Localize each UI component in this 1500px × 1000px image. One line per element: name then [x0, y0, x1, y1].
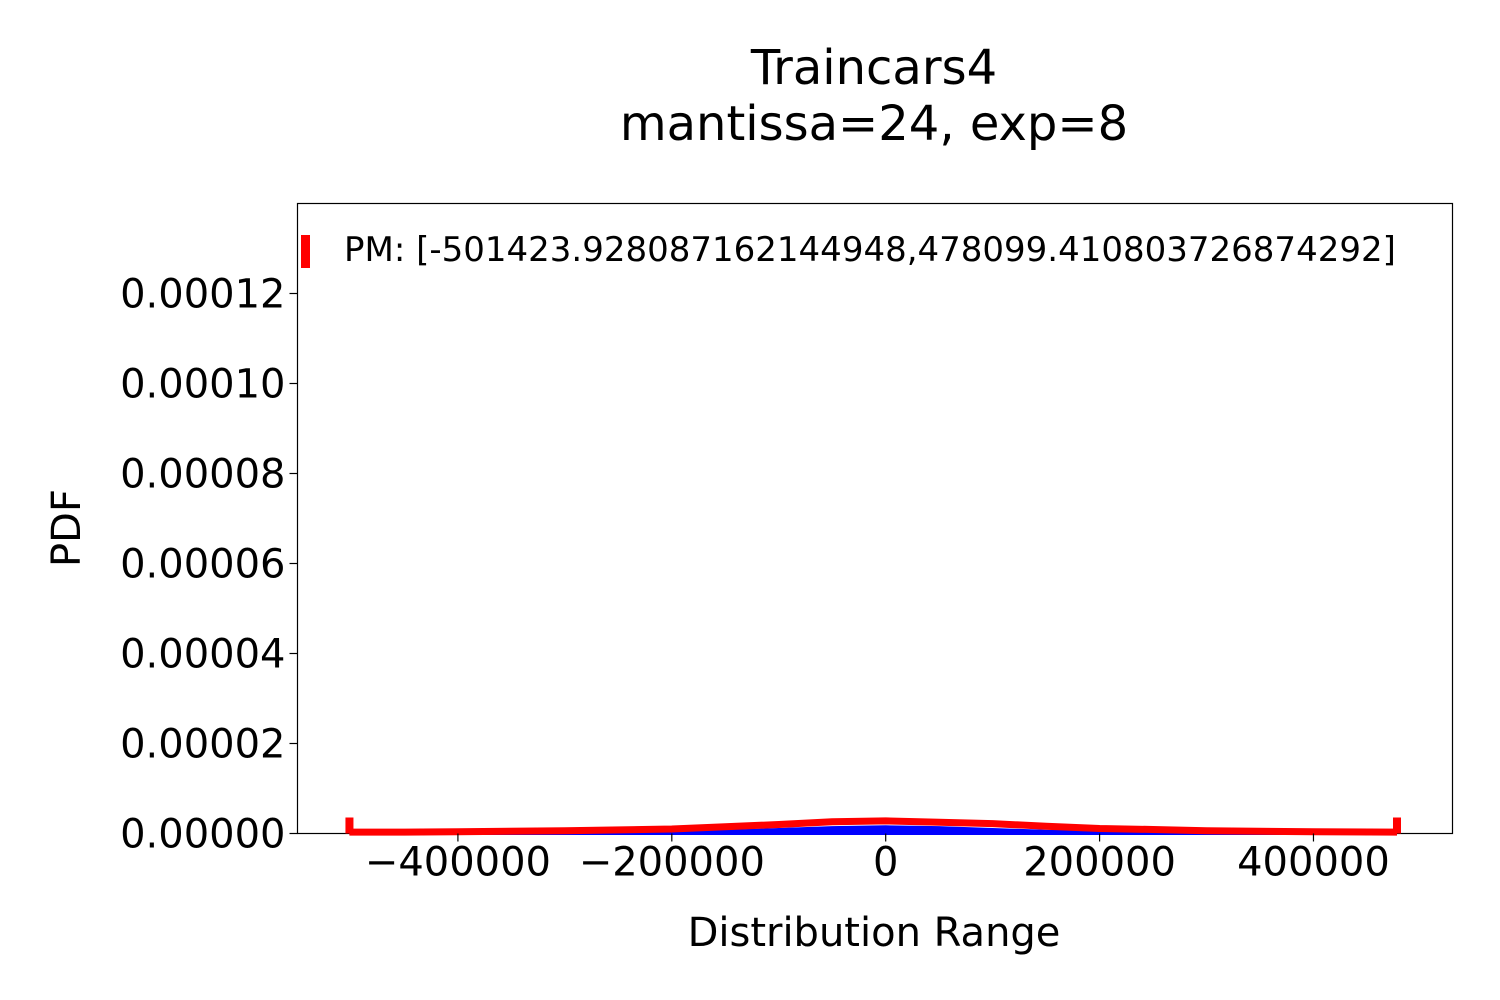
x-tick-label: 400000	[1237, 840, 1390, 886]
range-marker	[345, 817, 354, 834]
series-curve-red	[349, 817, 1398, 836]
y-tick-label: 0.00012	[120, 272, 285, 318]
x-tick-label: 0	[873, 840, 898, 886]
chart-subtitle: mantissa=24, exp=8	[620, 96, 1128, 152]
x-tick-label: −200000	[579, 840, 765, 886]
y-tick-label: 0.00004	[120, 632, 285, 678]
y-axis-label: PDF	[44, 489, 90, 567]
range-marker	[1392, 817, 1401, 834]
y-tick-label: 0.00000	[120, 812, 285, 858]
y-tick-label: 0.00010	[120, 362, 285, 408]
legend-entry-label: PM: [-501423.928087162144948,478099.4108…	[344, 230, 1396, 270]
chart-title: Traincars4	[750, 40, 997, 96]
y-axis-ticks: 0.00000 0.00002 0.00004 0.00006 0.00008 0.000…	[120, 272, 298, 858]
x-tick-label: 200000	[1023, 840, 1176, 886]
legend: PM: [-501423.928087162144948,478099.4108…	[301, 230, 1396, 270]
x-tick-label: −400000	[365, 840, 551, 886]
plot-area	[296, 202, 1454, 835]
legend-swatch	[301, 235, 310, 268]
x-axis-label: Distribution Range	[688, 910, 1061, 956]
y-tick-label: 0.00008	[120, 452, 285, 498]
series-layer	[345, 817, 1401, 836]
y-tick-label: 0.00006	[120, 542, 285, 588]
y-tick-label: 0.00002	[120, 722, 285, 768]
x-axis-ticks: −400000 −200000 0 200000 400000	[365, 833, 1390, 886]
plot-frame	[296, 202, 1454, 835]
